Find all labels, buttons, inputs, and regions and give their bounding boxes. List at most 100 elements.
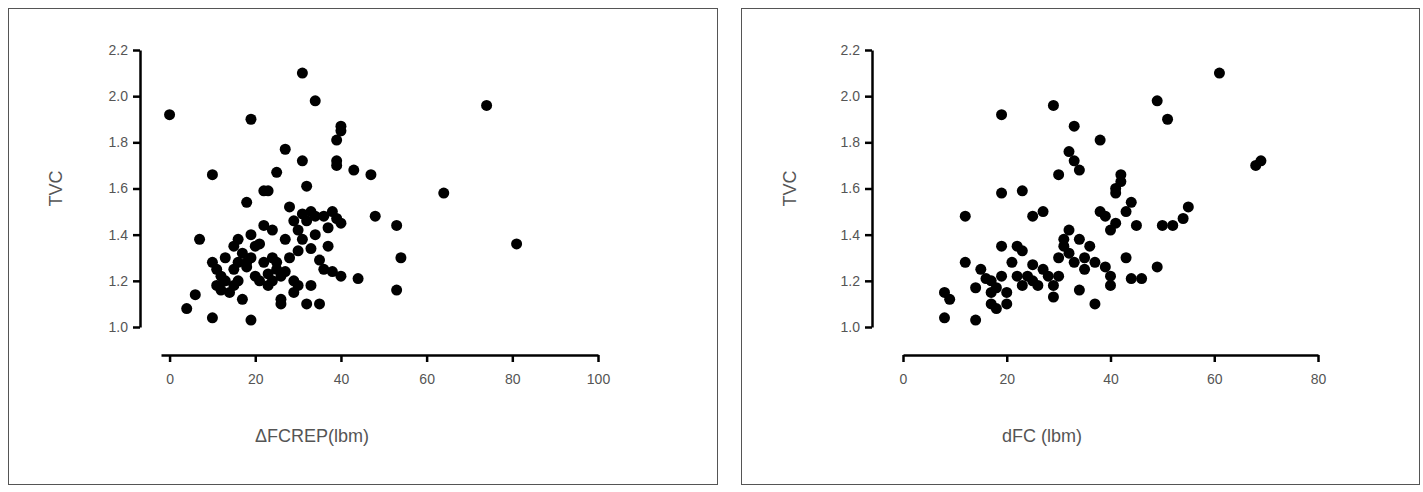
point bbox=[301, 298, 312, 309]
point bbox=[1126, 197, 1137, 208]
point bbox=[1074, 234, 1085, 245]
point bbox=[1079, 252, 1090, 263]
point bbox=[280, 144, 291, 155]
point bbox=[233, 275, 244, 286]
x-tick-mark bbox=[426, 355, 429, 362]
x-tick: 0 bbox=[900, 355, 908, 387]
x-tick: 40 bbox=[334, 355, 350, 387]
point bbox=[280, 234, 291, 245]
y-tick-label: 2.0 bbox=[841, 88, 861, 104]
point bbox=[1115, 176, 1126, 187]
point bbox=[1017, 280, 1028, 291]
x-tick-mark bbox=[340, 355, 343, 362]
point bbox=[1053, 252, 1064, 263]
x-tick-label: 60 bbox=[419, 371, 435, 387]
x-axis: 020406080 bbox=[900, 355, 1327, 387]
point bbox=[181, 303, 192, 314]
point bbox=[370, 211, 381, 222]
y-tick-mark bbox=[865, 49, 872, 52]
y-tick-label: 1.8 bbox=[109, 134, 129, 150]
y-tick-mark bbox=[133, 188, 140, 191]
point bbox=[970, 282, 981, 293]
point bbox=[335, 218, 346, 229]
point bbox=[1214, 68, 1225, 79]
point bbox=[1136, 273, 1147, 284]
point bbox=[1095, 135, 1106, 146]
y-tick: 2.2 bbox=[841, 42, 872, 58]
point bbox=[297, 68, 308, 79]
point bbox=[1064, 248, 1075, 259]
x-tick-mark bbox=[1110, 355, 1113, 362]
point bbox=[1105, 280, 1116, 291]
point bbox=[284, 201, 295, 212]
x-tick: 80 bbox=[1311, 355, 1327, 387]
point bbox=[1048, 100, 1059, 111]
point bbox=[1048, 291, 1059, 302]
point bbox=[1064, 225, 1075, 236]
point bbox=[194, 234, 205, 245]
y-tick-label: 1.0 bbox=[841, 319, 861, 335]
y-tick-mark bbox=[133, 95, 140, 98]
point bbox=[314, 298, 325, 309]
points bbox=[164, 68, 522, 326]
y-tick: 2.0 bbox=[109, 88, 140, 104]
point bbox=[1089, 257, 1100, 268]
point bbox=[1001, 287, 1012, 298]
point bbox=[331, 160, 342, 171]
point bbox=[297, 155, 308, 166]
y-tick-label: 1.8 bbox=[841, 134, 861, 150]
point bbox=[1032, 280, 1043, 291]
panel-frame bbox=[9, 9, 718, 485]
y-tick-mark bbox=[865, 326, 872, 329]
point bbox=[481, 100, 492, 111]
point bbox=[293, 245, 304, 256]
y-tick-label: 1.2 bbox=[109, 273, 129, 289]
point bbox=[1027, 259, 1038, 270]
y-axis-title: TVC bbox=[46, 170, 66, 206]
y-tick: 1.8 bbox=[841, 134, 872, 150]
point bbox=[1084, 241, 1095, 252]
figure: 0204060801001.01.21.41.61.82.02.2ΔFCREP(… bbox=[0, 0, 1423, 492]
x-tick-label: 40 bbox=[334, 371, 350, 387]
x-tick: 20 bbox=[248, 355, 264, 387]
point bbox=[305, 243, 316, 254]
point bbox=[1069, 155, 1080, 166]
point bbox=[511, 238, 522, 249]
point bbox=[395, 252, 406, 263]
x-tick-mark bbox=[169, 355, 172, 362]
point bbox=[1121, 206, 1132, 217]
y-axis: 1.01.21.41.61.82.02.2 bbox=[841, 42, 873, 335]
point bbox=[220, 252, 231, 263]
point bbox=[323, 241, 334, 252]
point bbox=[391, 285, 402, 296]
point bbox=[1157, 220, 1168, 231]
y-tick-label: 1.6 bbox=[841, 180, 861, 196]
x-tick-mark bbox=[1214, 355, 1217, 362]
point bbox=[1074, 285, 1085, 296]
point bbox=[293, 280, 304, 291]
y-tick: 2.0 bbox=[841, 88, 872, 104]
point bbox=[271, 257, 282, 268]
point bbox=[190, 289, 201, 300]
point bbox=[1110, 218, 1121, 229]
point bbox=[970, 315, 981, 326]
y-tick-label: 2.2 bbox=[841, 42, 861, 58]
point bbox=[284, 252, 295, 263]
y-tick: 2.2 bbox=[109, 42, 140, 58]
y-tick-label: 1.0 bbox=[109, 319, 129, 335]
point bbox=[1183, 201, 1194, 212]
point bbox=[207, 312, 218, 323]
point bbox=[1069, 257, 1080, 268]
x-axis-line bbox=[162, 354, 599, 357]
x-tick: 80 bbox=[505, 355, 521, 387]
y-tick-mark bbox=[865, 142, 872, 145]
x-tick-mark bbox=[1006, 355, 1009, 362]
y-tick-mark bbox=[865, 188, 872, 191]
point bbox=[1001, 298, 1012, 309]
point bbox=[233, 234, 244, 245]
y-tick-label: 1.6 bbox=[109, 180, 129, 196]
point bbox=[1038, 206, 1049, 217]
point bbox=[1012, 271, 1023, 282]
point bbox=[245, 315, 256, 326]
x-tick-mark bbox=[902, 355, 905, 362]
